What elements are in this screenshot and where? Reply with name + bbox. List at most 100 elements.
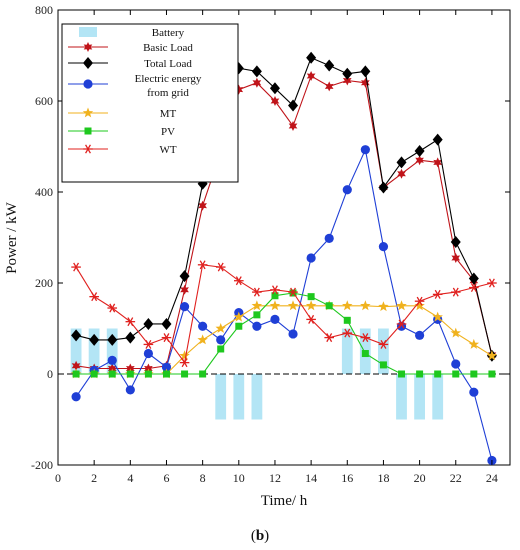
wt-point: [432, 289, 443, 299]
mt-point: [432, 311, 443, 322]
legend-marker-pv: [84, 127, 92, 135]
y-tick-label: -200: [31, 458, 53, 472]
wt-point-stroke: [217, 262, 224, 272]
pv-point: [271, 292, 279, 300]
x-tick-label: 4: [127, 471, 133, 485]
series-lines: [70, 51, 498, 466]
x-tick-label: 22: [450, 471, 462, 485]
legend-marker-total-load: [83, 57, 93, 69]
mt-point: [360, 300, 371, 311]
mt-point: [414, 300, 425, 311]
x-tick-label: 14: [305, 471, 317, 485]
wt-point-stroke: [271, 285, 278, 295]
wt-point-stroke: [290, 287, 297, 297]
pv-point: [162, 370, 170, 378]
pv-point: [144, 370, 152, 378]
legend-marker-basic-load: [83, 42, 93, 52]
wt-point: [71, 262, 81, 272]
battery-bar: [233, 374, 245, 420]
x-axis-label: Time/ h: [261, 493, 308, 509]
y-tick-label: 0: [47, 367, 53, 381]
total-load-point: [468, 272, 479, 285]
basic-load-point: [361, 77, 370, 88]
battery-bar: [215, 374, 227, 420]
electric-energy-from-grid-point: [469, 387, 479, 397]
wt-point: [179, 358, 190, 368]
basic-load-line: [76, 75, 493, 370]
basic-load-point: [451, 253, 461, 263]
pv-point: [253, 311, 261, 319]
total-load-point: [360, 65, 371, 78]
wt-point-stroke: [434, 289, 441, 299]
basic-load-point: [107, 363, 117, 374]
pv-point: [398, 370, 406, 378]
total-load-point: [450, 236, 461, 249]
wt-point: [360, 333, 371, 343]
y-tick-label: 200: [35, 276, 53, 290]
pv-point: [361, 350, 369, 358]
y-tick-label: 600: [35, 94, 53, 108]
pv-point: [108, 370, 116, 378]
wt-point: [324, 333, 334, 343]
wt-point: [306, 314, 316, 324]
legend-label-battery: Battery: [152, 27, 185, 39]
basic-load-point: [433, 157, 442, 168]
electric-energy-from-grid-point: [161, 362, 172, 372]
battery-bar: [432, 374, 444, 420]
basic-load-point: [126, 363, 135, 374]
wt-point: [378, 339, 389, 349]
wt-point: [342, 328, 353, 338]
mt-line: [76, 305, 493, 375]
basic-load-point: [415, 155, 424, 166]
mt-point: [179, 350, 190, 361]
wt-point-stroke: [91, 292, 98, 302]
wt-point: [197, 260, 208, 270]
x-tick-label: 24: [486, 471, 498, 485]
total-load-point: [306, 51, 317, 64]
wt-point: [450, 287, 461, 297]
legend-label-pv: PV: [161, 126, 175, 138]
legend-label-mt: MT: [160, 108, 177, 120]
basic-load-point: [324, 81, 334, 92]
pv-point: [379, 361, 387, 369]
basic-load-point: [198, 200, 207, 211]
electric-energy-from-grid-point: [342, 185, 352, 195]
pv-point: [235, 322, 243, 330]
pv-point: [307, 293, 315, 301]
legend-label-wt: WT: [159, 144, 176, 156]
y-axis-ticks: -200 0 200 400 600 800: [31, 3, 510, 472]
basic-load-point: [71, 360, 81, 371]
mt-point: [251, 300, 263, 311]
electric-energy-from-grid-point: [198, 321, 208, 331]
electric-energy-from-grid-point: [179, 302, 190, 312]
x-tick-label: 12: [269, 471, 281, 485]
pv-point: [416, 370, 424, 378]
wt-point: [215, 262, 226, 272]
total-load-point: [396, 156, 407, 169]
wt-point-stroke: [181, 358, 188, 368]
wt-point: [414, 296, 425, 306]
battery-bar: [414, 374, 425, 420]
basic-load-point: [342, 75, 352, 86]
pv-line: [76, 292, 492, 375]
mt-point: [378, 301, 389, 312]
legend-marker-battery: [79, 27, 97, 37]
electric-energy-from-grid-point: [378, 242, 389, 252]
mt-point: [269, 300, 281, 311]
wt-point-stroke: [470, 283, 477, 293]
electric-energy-from-grid-point: [288, 329, 298, 339]
mt-point: [233, 311, 244, 322]
wt-point-stroke: [253, 287, 260, 297]
pv-point: [126, 370, 134, 378]
y-axis-label: Power / kW: [4, 201, 20, 273]
pv-point: [199, 370, 207, 378]
basic-load-point: [288, 121, 298, 131]
x-tick-label: 18: [377, 471, 389, 485]
wt-point: [270, 285, 280, 295]
plot-frame: [57, 9, 511, 466]
y-tick-label: 800: [35, 3, 53, 17]
wt-point-stroke: [199, 260, 206, 270]
basic-load-point: [397, 168, 406, 179]
battery-bar: [70, 328, 82, 374]
total-load-point: [251, 65, 262, 78]
